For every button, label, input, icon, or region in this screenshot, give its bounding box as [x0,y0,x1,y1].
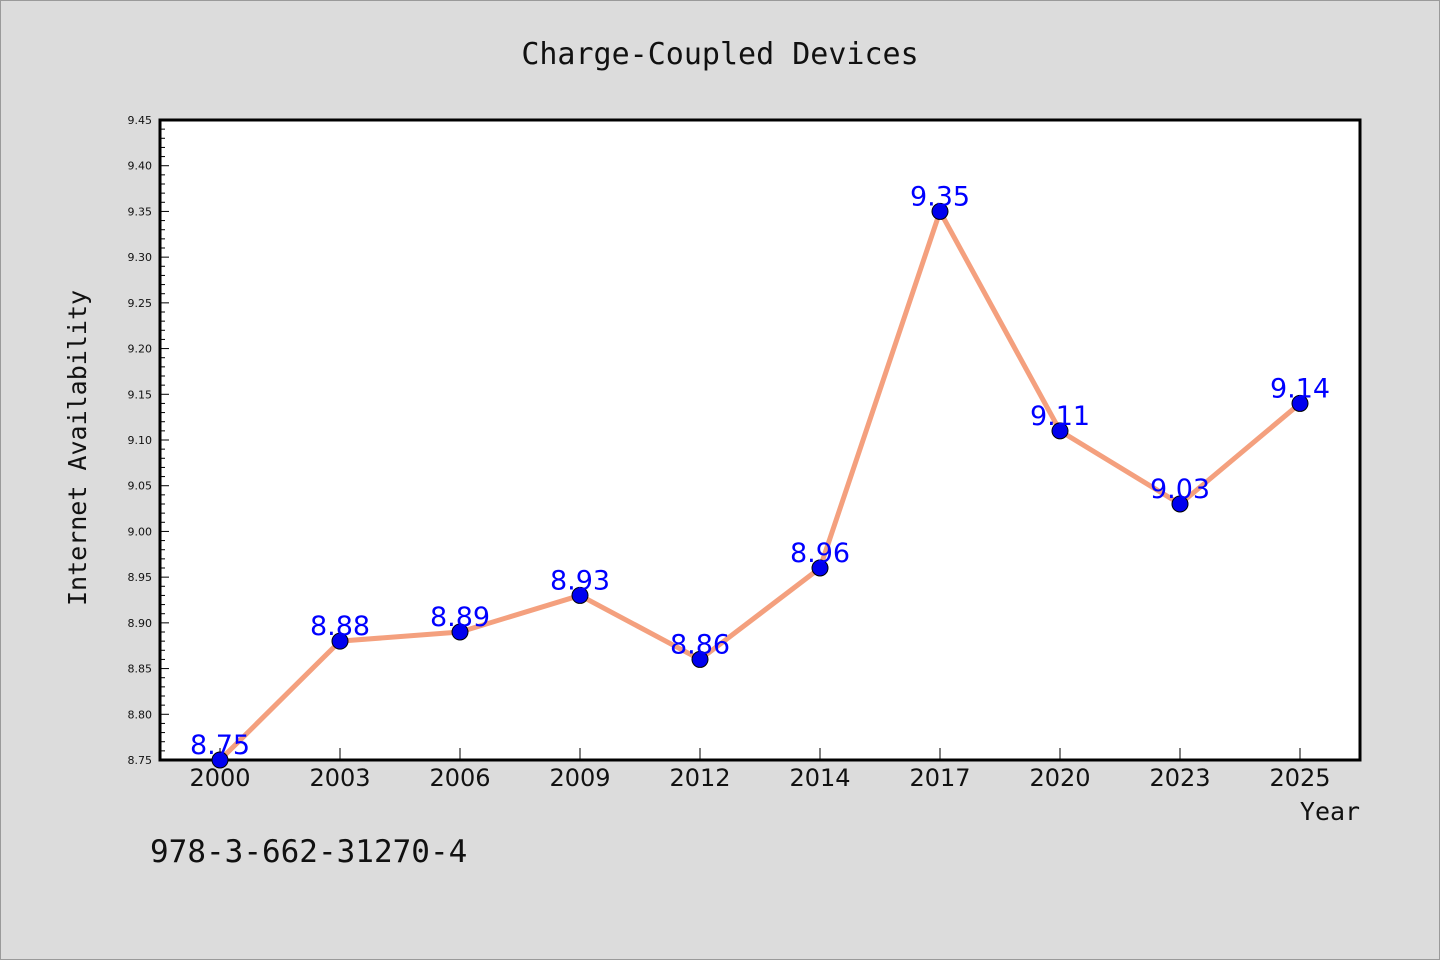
data-label: 8.96 [790,538,850,569]
data-point [451,623,469,641]
y-tick-label: 8.85 [128,663,153,676]
y-tick-label: 9.15 [128,388,153,401]
y-tick-label: 9.00 [128,525,153,538]
data-point [931,202,949,220]
y-tick-label: 8.95 [128,571,153,584]
y-tick-label: 9.10 [128,434,153,447]
data-label: 8.86 [670,629,730,660]
x-tick-label: 2003 [309,764,370,792]
y-tick-label: 8.80 [128,708,153,721]
y-tick-label: 9.05 [128,480,153,493]
x-tick-label: 2000 [189,764,250,792]
data-point [211,751,229,769]
y-tick-label: 9.20 [128,343,153,356]
x-tick-label: 2012 [669,764,730,792]
data-label: 8.88 [310,611,370,642]
data-label: 9.11 [1030,401,1090,432]
data-label: 9.03 [1150,474,1210,505]
data-point [331,632,349,650]
data-label: 8.89 [430,602,490,633]
series-line [217,208,1303,763]
y-tick-label: 8.90 [128,617,153,630]
y-tick-label: 9.45 [128,114,153,127]
isbn-annotation: 978-3-662-31270-4 [150,834,468,870]
y-axis-label: Internet Availability [63,290,92,606]
x-tick-label: 2009 [549,764,610,792]
plot-area [158,118,1362,762]
x-axis-label: Year [1300,797,1360,826]
data-point [811,559,829,577]
data-point [1051,422,1069,440]
data-point [1171,495,1189,513]
x-tick-label: 2006 [429,764,490,792]
data-label: 8.93 [550,565,610,596]
x-tick-label: 2025 [1269,764,1330,792]
y-tick-label: 9.25 [128,297,153,310]
y-tick-label: 9.30 [128,251,153,264]
x-tick-label: 2020 [1029,764,1090,792]
data-label: 8.75 [190,730,250,761]
data-label: 9.14 [1270,373,1330,404]
y-tick-label: 9.35 [128,205,153,218]
data-label: 9.35 [910,181,970,212]
y-tick-label: 9.40 [128,160,153,173]
chart-title: Charge-Coupled Devices [521,37,918,72]
data-point [691,650,709,668]
x-tick-label: 2014 [789,764,850,792]
data-point [571,586,589,604]
y-tick-label: 8.75 [128,754,153,767]
x-tick-label: 2017 [909,764,970,792]
x-tick-label: 2023 [1149,764,1210,792]
data-point [1291,394,1309,412]
